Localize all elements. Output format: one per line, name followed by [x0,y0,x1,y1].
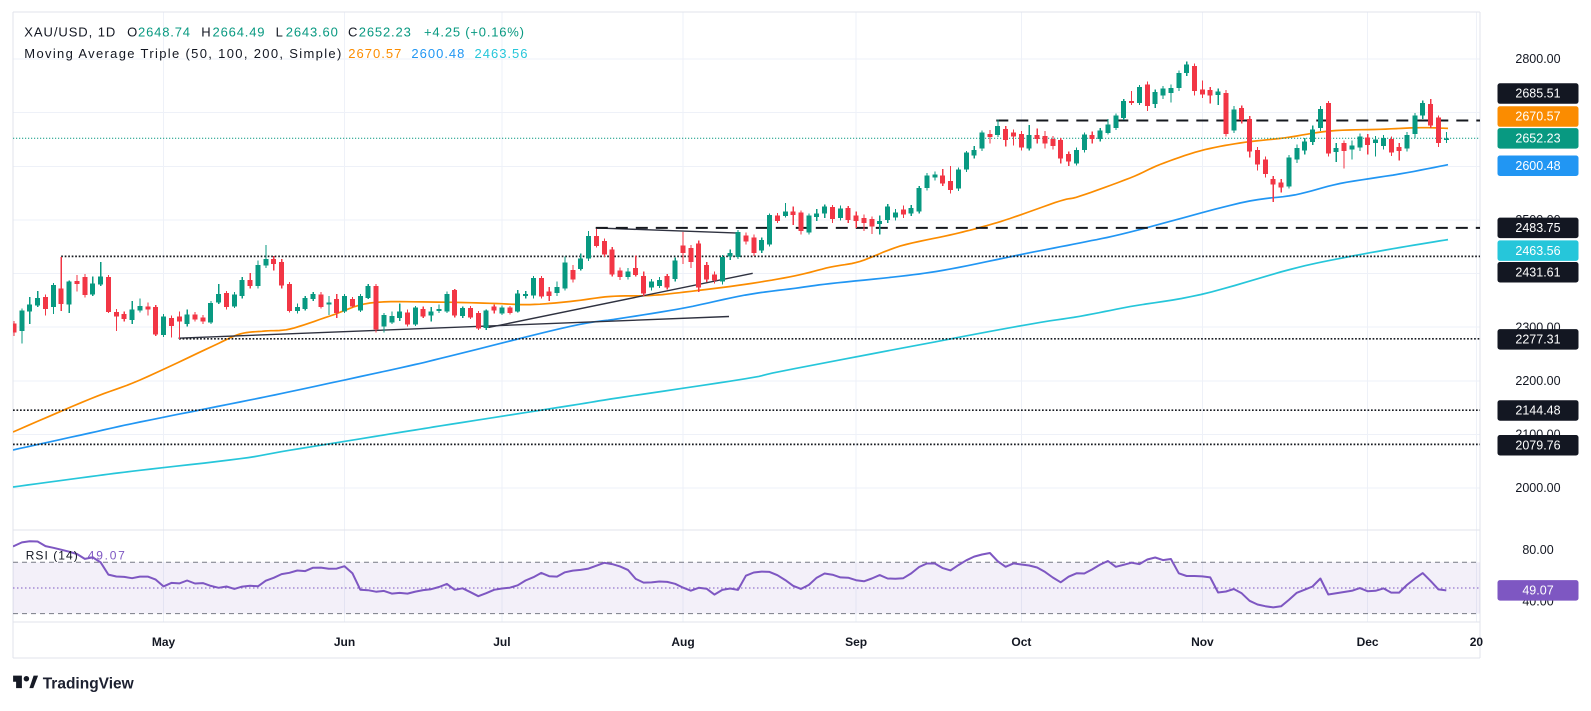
svg-text:Jul: Jul [493,635,510,649]
svg-text:Moving Average Triple (50, 100: Moving Average Triple (50, 100, 200, Sim… [24,46,527,61]
svg-text:Dec: Dec [1357,635,1379,649]
svg-text:2079.76: 2079.76 [1515,438,1560,452]
svg-text:20: 20 [1470,635,1484,649]
svg-text:TradingView: TradingView [43,676,135,693]
svg-text:May: May [152,635,176,649]
svg-text:2431.61: 2431.61 [1515,265,1560,279]
svg-text:2652.23: 2652.23 [1515,132,1560,146]
svg-text:Jun: Jun [334,635,355,649]
svg-text:Sep: Sep [845,635,867,649]
svg-text:2685.51: 2685.51 [1515,87,1560,101]
svg-text:2200.00: 2200.00 [1515,374,1560,388]
svg-text:2800.00: 2800.00 [1515,52,1560,66]
svg-text:2463.56: 2463.56 [1515,244,1560,258]
svg-text:Aug: Aug [671,635,694,649]
svg-text:2670.57: 2670.57 [1515,110,1560,124]
svg-text:Nov: Nov [1191,635,1214,649]
svg-text:2144.48: 2144.48 [1515,404,1560,418]
svg-text:2600.48: 2600.48 [1515,159,1560,173]
svg-text:2483.75: 2483.75 [1515,221,1560,235]
svg-text:Oct: Oct [1011,635,1031,649]
svg-text:49.07: 49.07 [1522,584,1553,598]
svg-text:RSI (14)49.07: RSI (14) 49.07 [26,549,125,563]
svg-text:2000.00: 2000.00 [1515,481,1560,495]
svg-text:80.00: 80.00 [1522,543,1553,557]
svg-text:2277.31: 2277.31 [1515,333,1560,347]
